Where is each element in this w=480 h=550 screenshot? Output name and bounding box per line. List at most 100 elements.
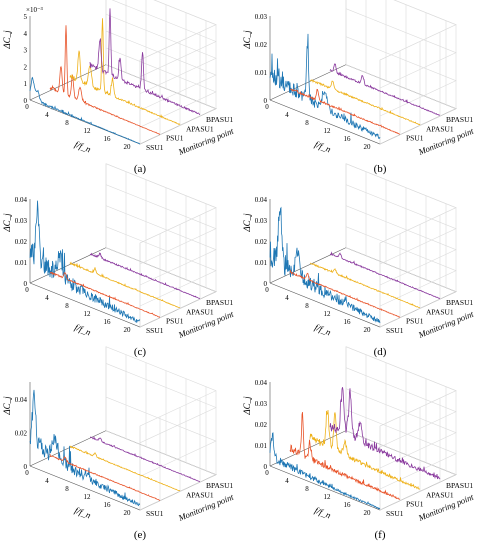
z-axis-title: ΔC_j [2,213,12,233]
category-label: SSU1 [146,326,164,335]
x-tick-label: 0 [25,469,29,477]
z-grid-line [105,363,217,444]
z-tick-label: 0.04 [255,196,268,204]
x-tick-label: 12 [84,493,92,501]
series-line [49,454,161,501]
panel-caption: (e) [134,529,147,541]
z-tick-label: 0 [24,280,28,288]
z-grid-line [345,346,457,427]
z-tick-label: 0.04 [255,379,268,387]
series-line [289,412,401,500]
side-wall [345,163,457,248]
z-tick-label: 0 [24,97,28,105]
series-line [69,445,181,492]
z-tick-label: 0.04 [15,196,28,204]
x-tick-label: 16 [344,318,352,326]
category-label: APASU1 [426,307,454,316]
x-axis-title: f/f_n [313,322,333,338]
category-label: SSU1 [146,143,164,152]
category-label: APASU1 [426,124,454,133]
z-grid-line [345,205,457,286]
series-line [89,252,201,299]
z-tick-label: 0.03 [255,13,268,21]
z-tick-label: 0 [24,463,28,471]
z-tick-label: 0.02 [255,41,268,49]
x-tick-label: 4 [45,294,49,302]
x-tick-label: 20 [364,326,372,334]
x-tick-label: 20 [124,326,132,334]
x-tick-label: 0 [265,469,269,477]
z-tick-label: 3 [24,47,28,55]
series-line [29,389,141,507]
series-line [89,8,201,116]
z-grid-line [105,430,217,511]
chart-panel: 0 0.01 0.02 0.03 0.04 0 4 8 12 16 20 SSU1PSU1APASU1… [242,163,475,358]
series-line [269,206,381,323]
category-label: PSU1 [166,134,184,143]
z-axis-title: ΔC_j [242,396,252,416]
side-wall [105,163,217,248]
category-label: SSU1 [386,326,404,335]
z-grid-line [105,396,217,477]
x-tick-label: 8 [305,302,309,310]
series-line [269,432,381,510]
x-axis-title: f/f_n [73,505,93,521]
category-label: BPASU1 [206,115,233,124]
series-line [289,88,401,135]
x-axis-title: f/f_n [313,505,333,521]
z-tick-label: 0.01 [255,259,268,267]
side-wall [105,346,217,431]
category-label: BPASU1 [446,115,473,124]
z-tick-label: 0.02 [15,238,28,246]
x-tick-label: 4 [285,111,289,119]
x-tick-label: 0 [25,103,29,111]
series-line [309,409,421,490]
category-label: PSU1 [406,134,424,143]
z-grid-line [105,163,217,244]
category-label: APASU1 [426,490,454,499]
x-tick-label: 8 [65,485,69,493]
x-tick-label: 20 [364,509,372,517]
x-tick-label: 16 [344,501,352,509]
x-tick-label: 12 [84,310,92,318]
z-grid-line [345,163,457,244]
panel-caption: (b) [374,163,387,175]
series-line [29,76,140,145]
z-axis-title: ΔC_j [2,30,12,50]
z-grid-line [105,184,217,265]
x-tick-label: 8 [65,119,69,127]
z-grid-line [345,367,457,448]
series-line [50,271,160,318]
series-line [289,269,401,318]
chart-panel: 0 0.01 0.02 0.03 0.04 0 4 8 12 16 20 SSU1PSU1APASU1… [2,163,235,358]
z-grid-line [345,184,457,265]
x-tick-label: 16 [104,501,112,509]
z-tick-label: 0.02 [255,421,268,429]
z-grid-line [111,0,217,78]
z-axis-title: ΔC_j [242,30,252,50]
series-line [90,435,201,483]
x-tick-label: 20 [124,143,132,151]
category-label: PSU1 [406,317,424,326]
series-line [29,200,141,324]
z-tick-label: 0.01 [15,259,28,267]
z-tick-label: 0.03 [15,217,28,225]
x-tick-label: 12 [84,127,92,135]
z-tick-label: 0.01 [255,442,268,450]
z-tick-label: 0.03 [255,217,268,225]
x-axis-title: f/f_n [73,139,93,155]
category-label: BPASU1 [206,481,233,490]
z-grid-line [139,0,217,61]
series-line [69,18,181,125]
category-label: BPASU1 [446,481,473,490]
z-grid-line [105,205,217,286]
side-wall [345,346,457,431]
z-grid-line [105,226,217,307]
category-label: SSU1 [146,509,164,518]
category-label: BPASU1 [206,298,233,307]
z-axis-title: ΔC_j [2,396,12,416]
category-label: BPASU1 [446,298,473,307]
